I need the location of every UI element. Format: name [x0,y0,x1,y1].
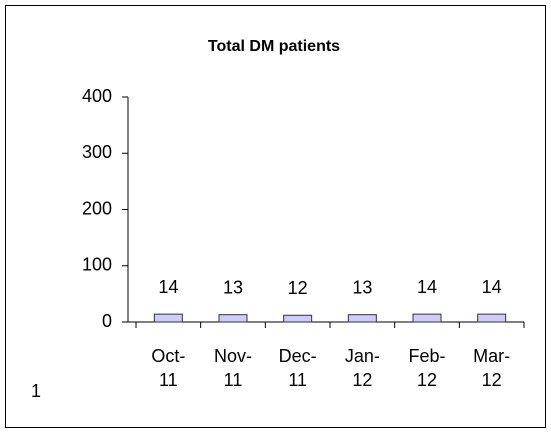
x-tick-label-line: Oct- [151,346,185,366]
x-tick-label: Dec- 11 [279,346,317,390]
data-label: 14 [417,277,437,297]
x-tick-label: Nov- 11 [214,346,252,390]
y-tick-label: 300 [82,142,112,162]
bar [283,314,313,323]
bar [412,313,442,323]
y-tick-label: 200 [82,198,112,218]
chart-border [5,5,546,428]
x-tick-label-line: 11 [288,370,307,390]
data-label: 12 [288,278,308,298]
x-tick-label: Oct- 11 [151,346,185,390]
x-tick-label-line: 12 [482,370,502,390]
data-label: 13 [352,277,372,297]
data-label: 14 [482,277,502,297]
x-tick-label: Feb- 12 [408,346,445,390]
data-label: 14 [158,277,178,297]
x-tick-label-line: Dec- [279,346,317,366]
chart-title: Total DM patients [208,38,340,55]
annotation: 1 [31,381,41,401]
x-tick-label: Mar- 12 [473,346,510,390]
x-tick-label: Jan- 12 [345,346,380,390]
x-tick-label-line: Feb- [408,346,445,366]
x-tick-label-line: Mar- [473,346,510,366]
y-tick-label: 400 [82,86,112,106]
y-tick-label: 0 [102,311,112,331]
data-label: 13 [223,277,243,297]
x-tick-label-line: 12 [417,370,437,390]
x-tick-label-line: 11 [159,370,178,390]
bar [347,314,377,323]
x-tick-label-line: Jan- [345,346,380,366]
x-tick-label-line: 12 [352,370,372,390]
x-tick-label-line: Nov- [214,346,252,366]
bar [477,313,507,323]
bar [218,314,248,323]
bar [153,313,183,323]
y-tick-label: 100 [82,255,112,275]
x-tick-label-line: 11 [224,370,243,390]
